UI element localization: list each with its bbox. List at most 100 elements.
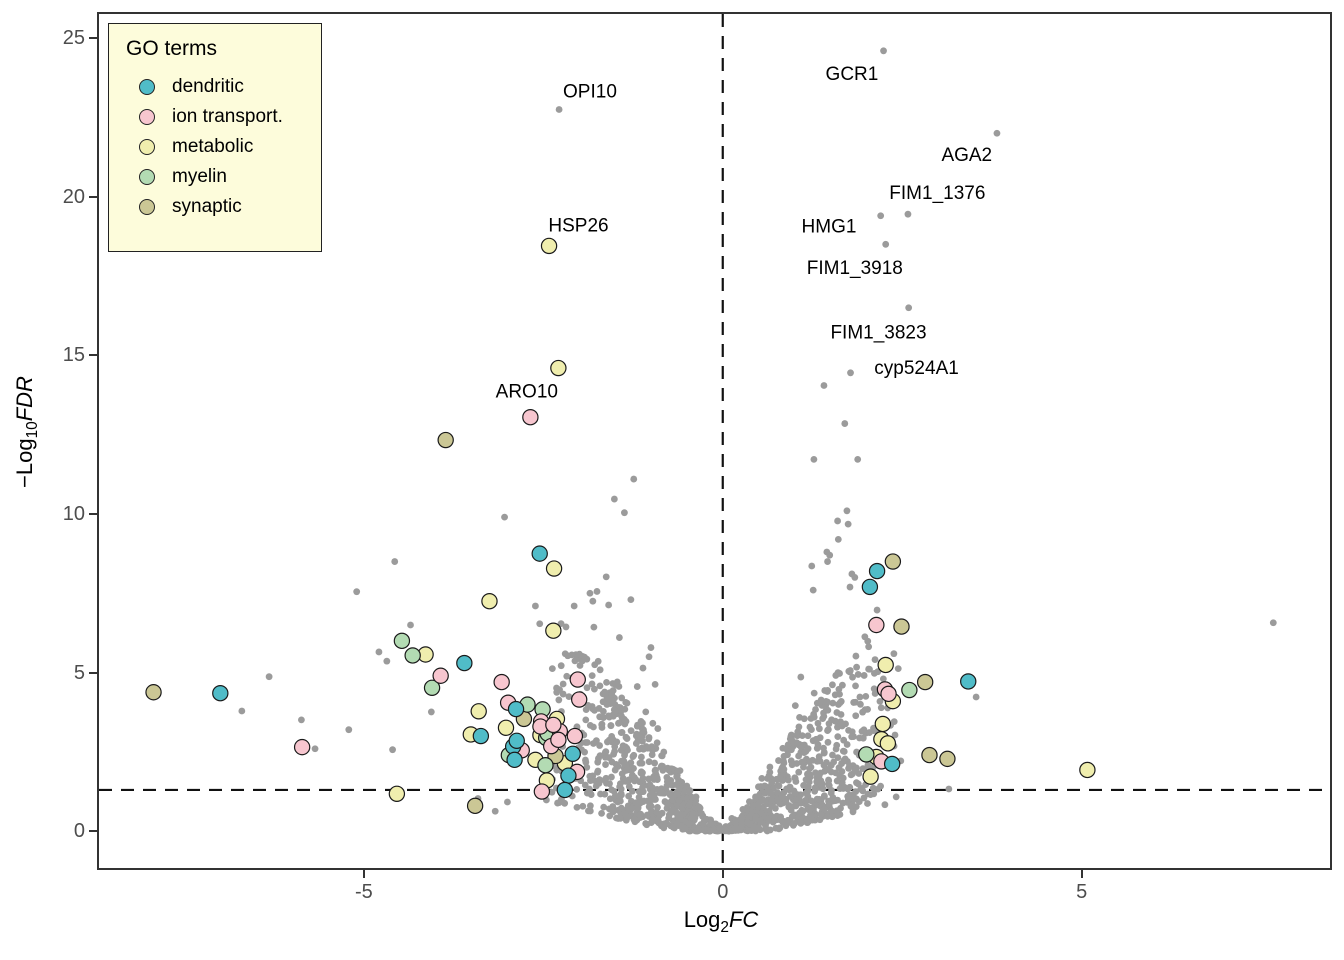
background-point (638, 745, 646, 753)
background-point (573, 803, 581, 811)
legend-item-ion-transport-: ion transport. (126, 102, 321, 132)
background-point (609, 697, 616, 705)
legend-title: GO terms (126, 37, 218, 60)
background-point (749, 802, 757, 810)
background-point (757, 797, 765, 805)
outlier-point (491, 807, 499, 815)
legend-marker-icon (139, 199, 155, 215)
background-point (766, 763, 774, 771)
background-point (664, 800, 672, 808)
background-point (663, 778, 671, 785)
gene-label: AGA2 (941, 145, 992, 166)
background-point (596, 666, 604, 674)
background-point (622, 778, 629, 785)
background-point (829, 794, 837, 801)
background-point (822, 697, 830, 705)
gene-label: cyp524A1 (874, 358, 959, 379)
outlier-point (311, 745, 319, 753)
background-point (767, 789, 775, 797)
background-point (798, 806, 806, 814)
background-point (853, 663, 861, 671)
go-point-myelin (404, 647, 421, 664)
background-point (695, 825, 703, 832)
background-point (828, 813, 836, 821)
background-point (620, 743, 627, 751)
background-point (859, 708, 867, 716)
background-point (685, 820, 693, 828)
background-point (601, 749, 609, 756)
background-point (837, 711, 845, 718)
background-point (678, 822, 685, 830)
background-point (828, 787, 835, 794)
background-point (832, 672, 840, 679)
background-point (793, 739, 801, 747)
background-point (770, 814, 778, 822)
background-point (775, 775, 783, 783)
background-point (816, 816, 824, 824)
background-point (595, 755, 602, 762)
background-point (634, 804, 642, 812)
background-point (859, 787, 867, 795)
background-point (590, 623, 598, 631)
y-axis-title: −Log10FDR (12, 376, 42, 488)
background-point (582, 756, 589, 764)
background-point (617, 814, 624, 822)
background-point (561, 799, 569, 807)
background-point (583, 789, 591, 797)
outlier-point (630, 475, 638, 483)
y-tick-label: 15 (62, 344, 85, 367)
background-point (870, 685, 878, 693)
outlier-point (504, 798, 511, 806)
labeled-gene-point (555, 106, 563, 113)
background-point (615, 634, 623, 641)
background-point (833, 777, 841, 785)
background-point (607, 722, 615, 729)
background-point (836, 699, 844, 707)
go-point-synaptic (893, 618, 910, 635)
go-point-ion-transport- (493, 673, 510, 691)
background-point (891, 731, 899, 739)
background-point (593, 588, 601, 595)
background-point (865, 643, 873, 651)
background-point (648, 751, 656, 759)
background-point (860, 672, 868, 679)
go-point-metabolic (874, 715, 892, 733)
background-point (627, 727, 635, 735)
background-point (877, 704, 885, 712)
background-point (768, 796, 775, 803)
background-point (846, 762, 853, 769)
background-point (797, 673, 805, 681)
outlier-point (826, 551, 834, 559)
background-point (657, 789, 665, 797)
outlier-point (627, 596, 635, 604)
gene-label: OPI10 (563, 82, 617, 103)
legend-item-label: ion transport. (172, 106, 283, 127)
go-point-ion-transport- (432, 667, 449, 684)
background-point (614, 798, 622, 806)
background-point (805, 758, 813, 766)
go-point-synaptic (145, 684, 162, 701)
background-point (852, 682, 859, 690)
outlier-point (1269, 619, 1277, 627)
outlier-point (589, 597, 597, 605)
go-point-myelin (901, 681, 918, 699)
background-point (685, 802, 693, 809)
outlier-point (345, 726, 353, 734)
background-point (588, 680, 596, 688)
background-point (795, 723, 803, 731)
background-point (628, 787, 636, 795)
background-point (731, 818, 739, 826)
background-point (892, 793, 900, 801)
background-point (840, 736, 848, 744)
background-point (861, 633, 869, 641)
outlier-point (621, 509, 628, 517)
outlier-point (945, 785, 953, 793)
plot-canvas: OPI10 GCR1 AGA2 FIM1_1376 HMG1 FIM1_3918 FIM1_… (99, 14, 1330, 868)
background-point (845, 667, 853, 675)
y-tick-label: 0 (73, 820, 85, 843)
background-point (867, 791, 875, 799)
go-point-ion-transport- (545, 716, 562, 734)
background-point (559, 690, 567, 698)
go-point-ion-transport- (570, 691, 588, 708)
